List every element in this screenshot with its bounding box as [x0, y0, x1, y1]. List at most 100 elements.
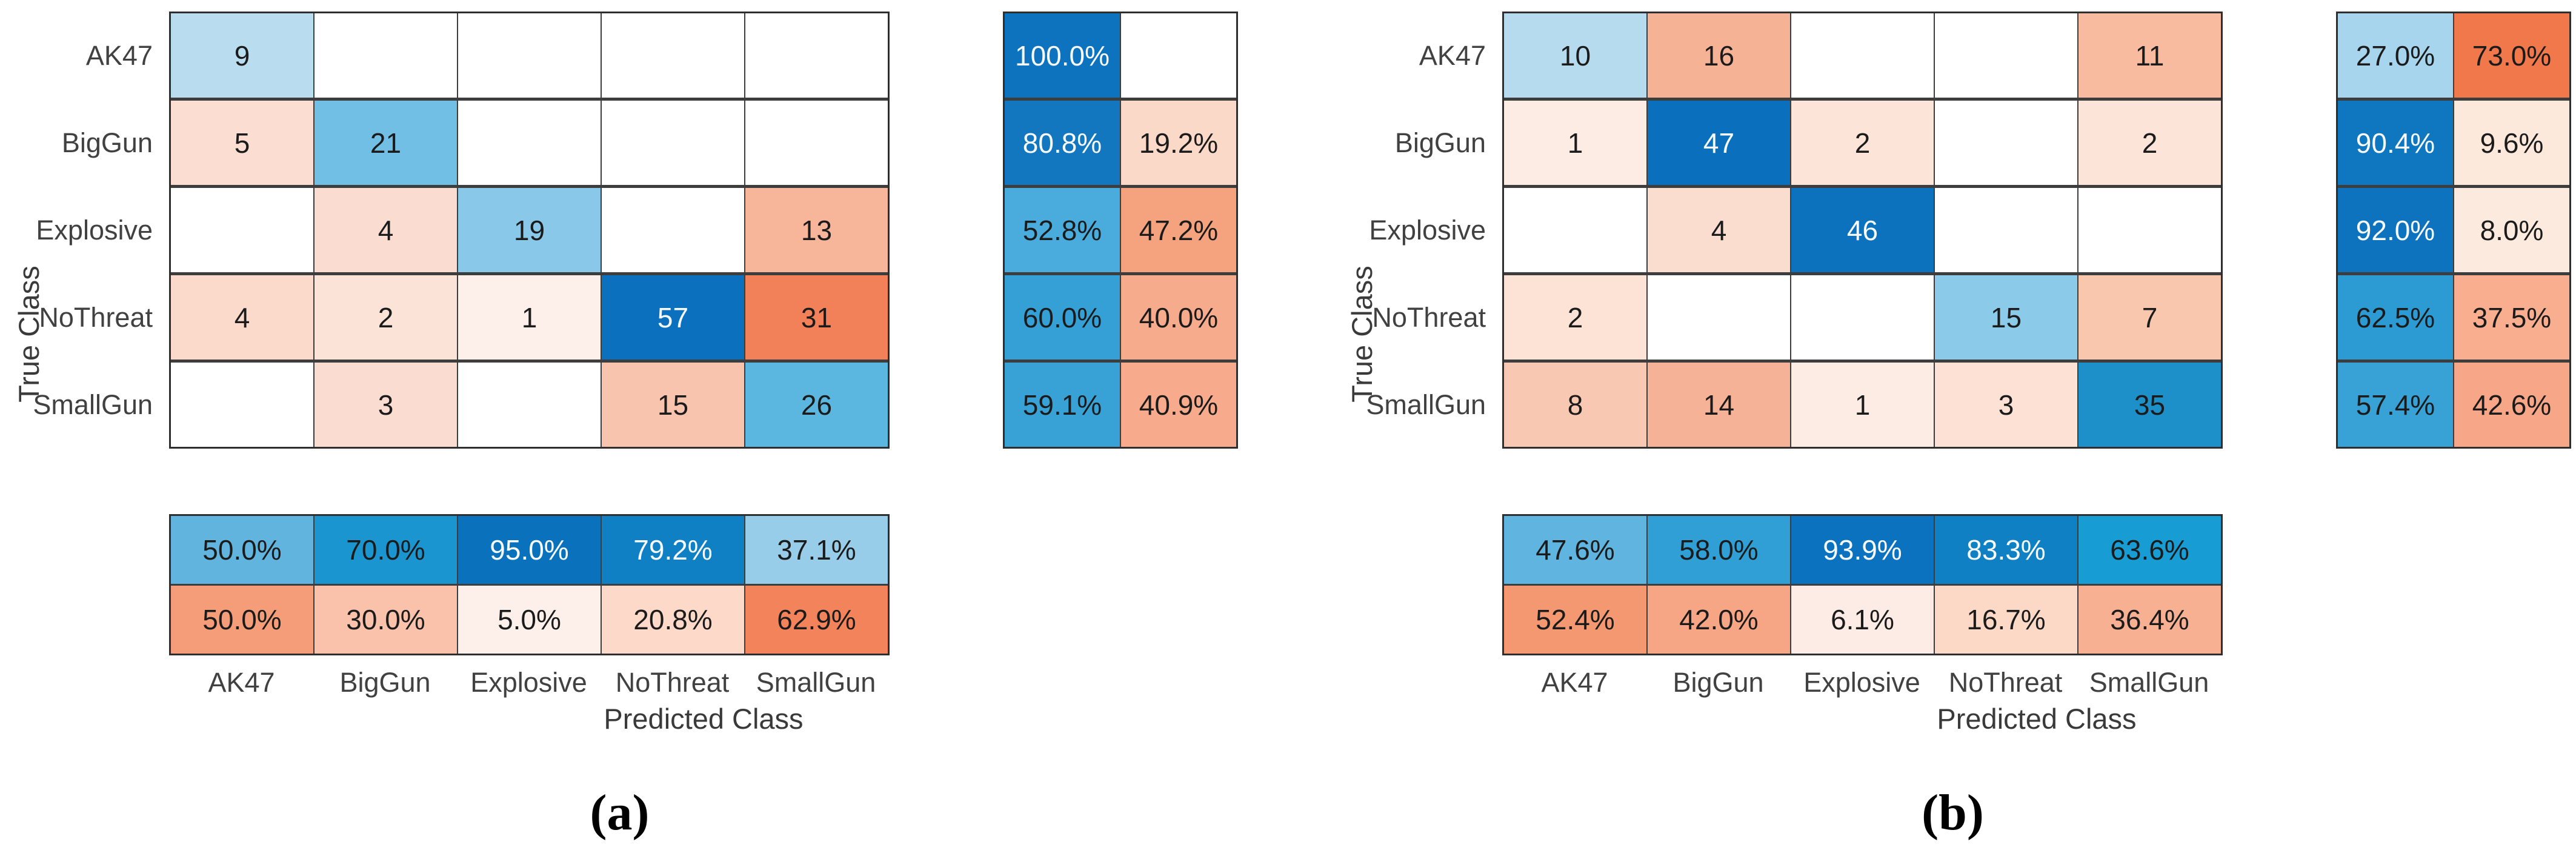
row-summary-cell: 9.6% — [2454, 101, 2569, 185]
column-summary-cell: 47.6% — [1504, 516, 1646, 584]
column-summary-cell: 30.0% — [315, 586, 457, 654]
matrix-cell: 21 — [315, 101, 457, 185]
x-tick-ak47: AK47 — [208, 667, 275, 698]
row-summary: 27.0% 73.0% 90.4% 9.6% 92.0% 8.0% 62.5% 37.5% 57… — [2336, 12, 2571, 449]
matrix-cell: 35 — [2078, 363, 2221, 447]
row-summary-cell: 57.4% — [2338, 363, 2453, 447]
column-summary-cell: 50.0% — [171, 586, 313, 654]
row-summary-cell: 42.6% — [2454, 363, 2569, 447]
y-tick-nothreat: NoThreat — [1372, 302, 1486, 333]
matrix-cell — [458, 101, 601, 185]
column-summary-cell: 16.7% — [1935, 586, 2077, 654]
matrix-cell: 31 — [745, 275, 888, 360]
matrix-cell: 15 — [602, 363, 744, 447]
column-summary-cell: 37.1% — [745, 516, 888, 584]
column-summary-cell: 83.3% — [1935, 516, 2077, 584]
column-summary-cell: 6.1% — [1791, 586, 1934, 654]
matrix-cell: 13 — [745, 188, 888, 272]
subfigure-caption-b: (b) — [1922, 785, 1984, 841]
row-summary-cell: 47.2% — [1121, 188, 1236, 272]
matrix-cell: 1 — [458, 275, 601, 360]
matrix-cell — [1935, 188, 2077, 272]
matrix-cell — [1504, 188, 1646, 272]
y-tick-ak47: AK47 — [85, 40, 153, 71]
matrix-cell: 7 — [2078, 275, 2221, 360]
x-tick-smallgun: SmallGun — [756, 667, 876, 698]
row-summary-cell: 90.4% — [2338, 101, 2453, 185]
row-summary-cell: 80.8% — [1005, 101, 1120, 185]
column-summary-cell: 5.0% — [458, 586, 601, 654]
y-tick-explosive: Explosive — [1369, 215, 1486, 246]
matrix-cell: 57 — [602, 275, 744, 360]
matrix-cell: 4 — [1648, 188, 1790, 272]
matrix-cell: 11 — [2078, 13, 2221, 98]
column-summary-cell: 70.0% — [315, 516, 457, 584]
matrix-cell — [315, 13, 457, 98]
row-summary-cell: 40.0% — [1121, 275, 1236, 360]
matrix-cell: 15 — [1935, 275, 2077, 360]
column-summary-cell: 95.0% — [458, 516, 601, 584]
confusion-matrix: 9 5 21 4 19 13 4 2 1 57 31 3 15 26 — [169, 12, 890, 449]
row-summary-cell — [1121, 13, 1236, 98]
subfigure-caption-a: (a) — [590, 785, 650, 841]
y-tick-labels: AK47 BigGun Explosive NoThreat SmallGun — [0, 13, 160, 447]
x-tick-ak47: AK47 — [1541, 667, 1608, 698]
matrix-cell — [1935, 13, 2077, 98]
row-summary-cell: 60.0% — [1005, 275, 1120, 360]
row-summary-cell: 27.0% — [2338, 13, 2453, 98]
matrix-cell: 1 — [1791, 363, 1934, 447]
matrix-cell — [171, 188, 313, 272]
row-summary-cell: 73.0% — [2454, 13, 2569, 98]
x-tick-nothreat: NoThreat — [615, 667, 730, 698]
y-tick-smallgun: SmallGun — [1366, 389, 1486, 420]
row-summary-cell: 100.0% — [1005, 13, 1120, 98]
matrix-cell: 3 — [1935, 363, 2077, 447]
matrix-cell: 10 — [1504, 13, 1646, 98]
row-summary-cell: 8.0% — [2454, 188, 2569, 272]
matrix-cell — [1791, 275, 1934, 360]
matrix-cell: 4 — [171, 275, 313, 360]
matrix-cell — [745, 101, 888, 185]
row-summary: 100.0% 80.8% 19.2% 52.8% 47.2% 60.0% 40.0% 59.1… — [1003, 12, 1238, 449]
y-tick-nothreat: NoThreat — [39, 302, 153, 333]
row-summary-cell: 92.0% — [2338, 188, 2453, 272]
matrix-cell: 4 — [315, 188, 457, 272]
matrix-cell: 2 — [1791, 101, 1934, 185]
column-summary-cell: 36.4% — [2078, 586, 2221, 654]
row-summary-cell: 62.5% — [2338, 275, 2453, 360]
column-summary-cell: 93.9% — [1791, 516, 1934, 584]
y-tick-explosive: Explosive — [36, 215, 153, 246]
matrix-cell — [171, 363, 313, 447]
y-tick-ak47: AK47 — [1419, 40, 1486, 71]
x-tick-biggun: BigGun — [339, 667, 431, 698]
x-tick-smallgun: SmallGun — [2089, 667, 2209, 698]
matrix-cell: 2 — [2078, 101, 2221, 185]
x-tick-labels: AK47 BigGun Explosive NoThreat SmallGun — [1503, 667, 2222, 703]
x-tick-labels: AK47 BigGun Explosive NoThreat SmallGun — [170, 667, 888, 703]
matrix-cell: 26 — [745, 363, 888, 447]
column-summary: 50.0% 70.0% 95.0% 79.2% 37.1% 50.0% 30.0% 5.0% 2… — [169, 514, 890, 655]
y-tick-biggun: BigGun — [1394, 127, 1486, 158]
row-summary-cell: 37.5% — [2454, 275, 2569, 360]
matrix-cell — [745, 13, 888, 98]
column-summary-cell: 63.6% — [2078, 516, 2221, 584]
matrix-cell — [458, 13, 601, 98]
matrix-cell: 16 — [1648, 13, 1790, 98]
matrix-cell: 2 — [315, 275, 457, 360]
confusion-chart-a: True Class AK47 BigGun Explosive NoThreat Sm… — [0, 0, 1242, 850]
matrix-cell: 1 — [1504, 101, 1646, 185]
matrix-cell: 2 — [1504, 275, 1646, 360]
matrix-cell — [602, 13, 744, 98]
matrix-cell — [1791, 13, 1934, 98]
matrix-cell — [602, 188, 744, 272]
matrix-cell: 47 — [1648, 101, 1790, 185]
row-summary-cell: 40.9% — [1121, 363, 1236, 447]
matrix-cell: 3 — [315, 363, 457, 447]
matrix-cell — [602, 101, 744, 185]
column-summary-cell: 42.0% — [1648, 586, 1790, 654]
matrix-cell: 9 — [171, 13, 313, 98]
x-tick-explosive: Explosive — [470, 667, 587, 698]
matrix-cell — [458, 363, 601, 447]
row-summary-cell: 59.1% — [1005, 363, 1120, 447]
matrix-cell: 19 — [458, 188, 601, 272]
